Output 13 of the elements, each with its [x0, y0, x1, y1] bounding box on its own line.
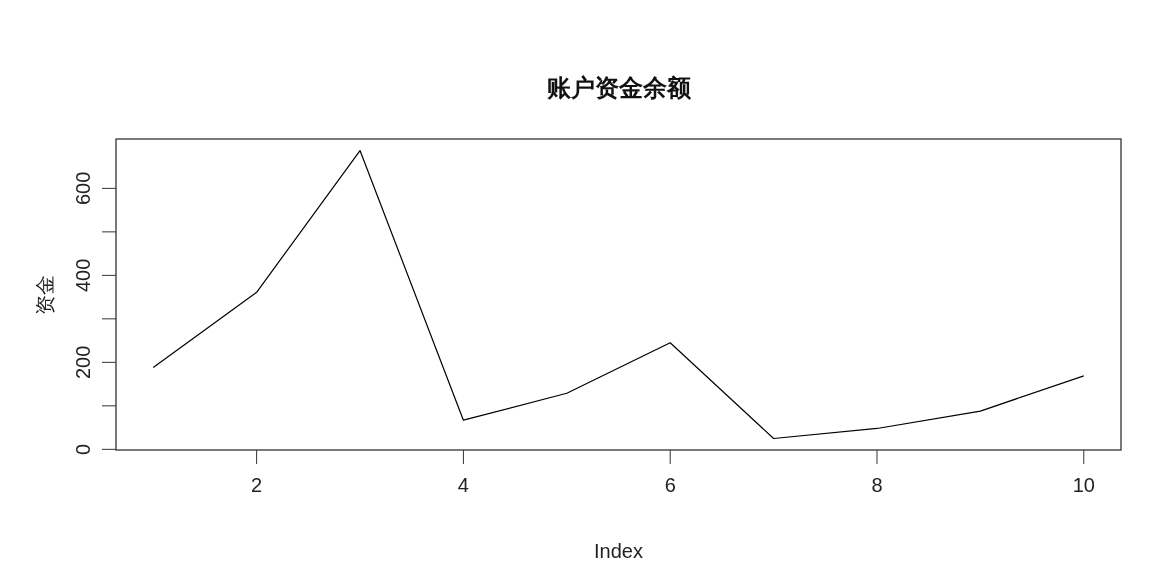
x-tick-label: 2 [251, 474, 263, 496]
y-tick-label: 600 [72, 171, 94, 206]
line-series [152, 149, 1085, 440]
y-tick-label: 400 [72, 258, 94, 293]
x-tick-label: 4 [457, 474, 469, 496]
x-tick-label: 6 [664, 474, 676, 496]
y-tick-label: 0 [72, 443, 94, 455]
y-tick-label: 200 [72, 345, 94, 380]
y-axis-title: 资金 [34, 274, 56, 315]
x-tick-label: 8 [871, 474, 883, 496]
x-axis-title: Index [594, 540, 643, 562]
chart-title: 账户资金余额 [545, 74, 692, 101]
x-tick-label: 10 [1072, 474, 1095, 496]
